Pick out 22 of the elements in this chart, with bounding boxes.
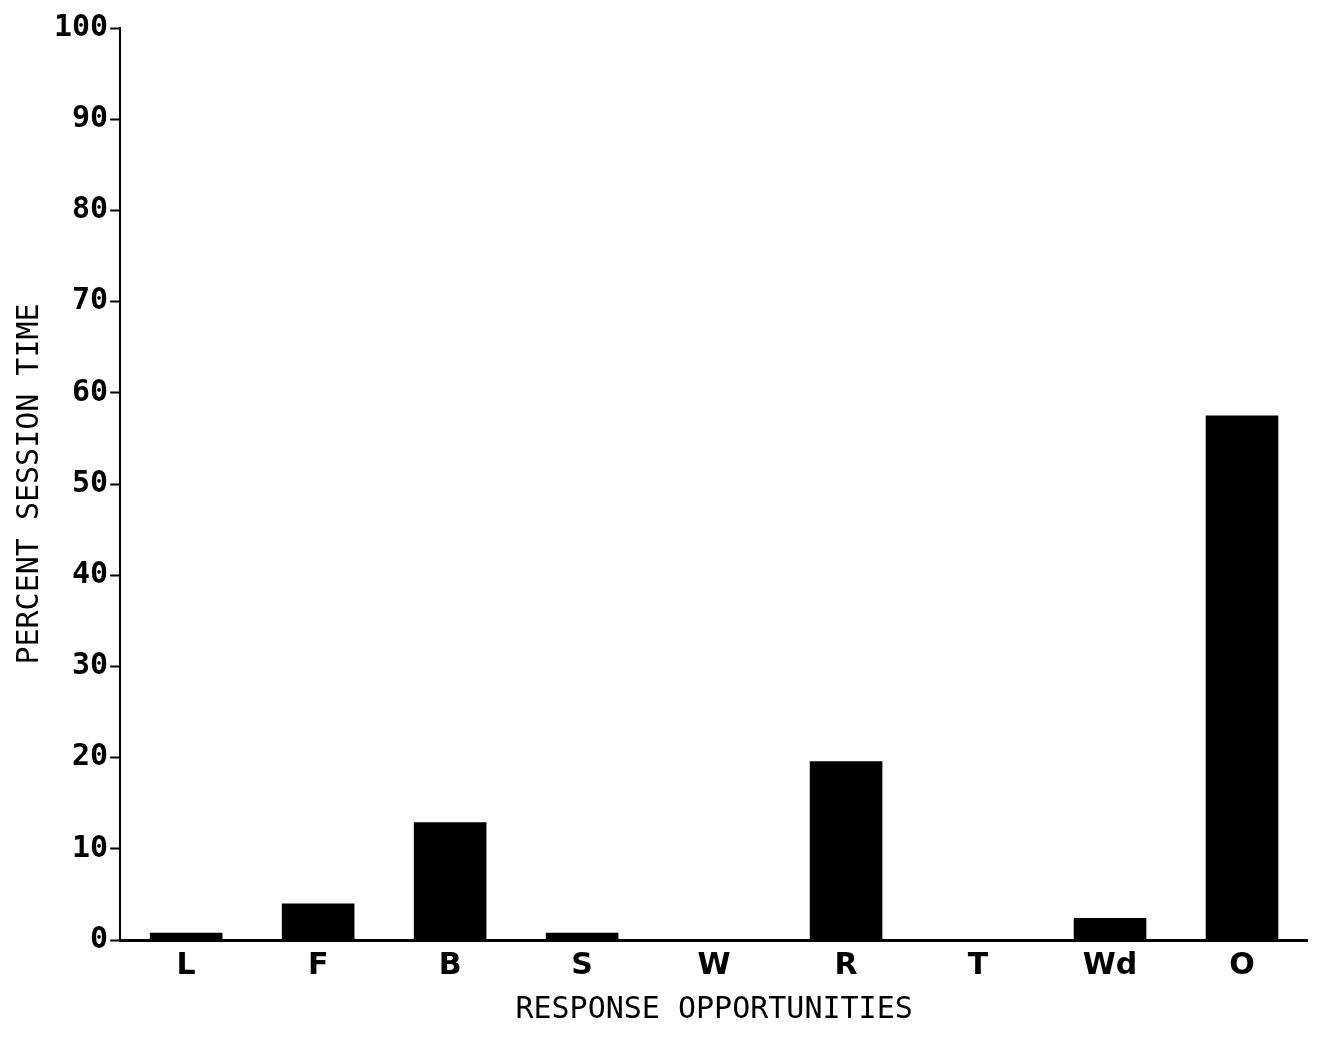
y-axis-title: PERCENT SESSION TIME: [9, 303, 45, 665]
x-tick-label: W: [697, 945, 731, 981]
y-tick-label: 10: [72, 828, 109, 864]
x-tick-label: L: [176, 945, 196, 981]
y-tick-label: 0: [90, 919, 109, 955]
y-tick-label: 80: [72, 190, 109, 226]
y-tick-label: 100: [54, 7, 109, 43]
x-tick-label: B: [438, 945, 462, 981]
y-tick-label: 50: [72, 463, 109, 499]
x-tick-label: R: [834, 945, 858, 981]
y-tick-label: 20: [72, 737, 109, 773]
y-tick-label: 60: [72, 372, 109, 408]
x-axis-title: RESPONSE OPPORTUNITIES: [515, 989, 913, 1025]
y-tick-label: 70: [72, 281, 109, 317]
y-tick-label: 90: [72, 99, 109, 134]
y-tick-label: 30: [72, 646, 109, 682]
x-tick-label: O: [1229, 945, 1255, 981]
x-tick-label: S: [571, 945, 593, 981]
x-tick-label: T: [967, 945, 989, 981]
y-tick-label: 40: [72, 555, 109, 590]
x-tick-label: Wd: [1082, 945, 1138, 981]
x-tick-label: F: [307, 945, 329, 981]
